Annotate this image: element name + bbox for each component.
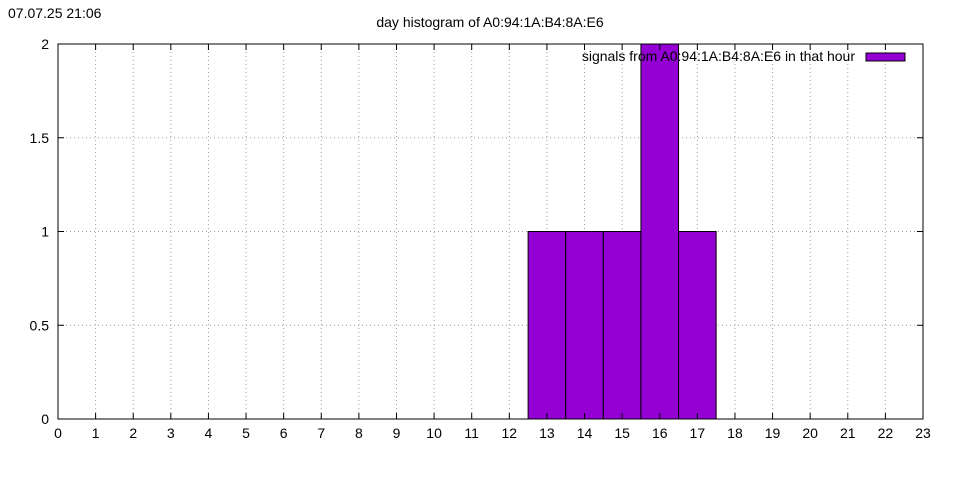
- x-tick-label: 6: [280, 425, 288, 441]
- legend-series-label: signals from A0:94:1A:B4:8A:E6 in that h…: [582, 48, 856, 64]
- legend-swatch: [865, 52, 906, 62]
- bar-hour-17: [678, 231, 717, 420]
- x-tick-label: 20: [802, 425, 818, 441]
- x-tick-label: 16: [652, 425, 668, 441]
- x-tick-label: 9: [393, 425, 401, 441]
- x-tick-label: 0: [54, 425, 62, 441]
- x-tick-label: 1: [92, 425, 100, 441]
- x-tick-label: 10: [426, 425, 442, 441]
- y-tick-label: 2: [41, 36, 49, 52]
- x-tick-label: 12: [502, 425, 518, 441]
- bar-hour-13: [527, 231, 567, 420]
- x-tick-label: 18: [727, 425, 743, 441]
- x-tick-label: 21: [840, 425, 856, 441]
- x-tick-label: 11: [464, 425, 479, 441]
- y-tick-label: 0.5: [30, 317, 50, 333]
- x-tick-label: 3: [167, 425, 175, 441]
- y-axis-tick-labels: 0 0.5 1 1.5 2: [30, 36, 50, 427]
- axis-ticks: [57, 43, 924, 420]
- x-tick-label: 19: [765, 425, 781, 441]
- bar-hour-15: [602, 231, 642, 420]
- x-tick-label: 14: [577, 425, 593, 441]
- x-tick-label: 4: [205, 425, 213, 441]
- chart-title: day histogram of A0:94:1A:B4:8A:E6: [376, 14, 603, 30]
- bars-group: [527, 43, 717, 420]
- timestamp-label: 07.07.25 21:06: [8, 5, 102, 21]
- x-tick-label: 17: [690, 425, 706, 441]
- x-tick-label: 22: [878, 425, 894, 441]
- y-tick-label: 0: [41, 411, 49, 427]
- legend: signals from A0:94:1A:B4:8A:E6 in that h…: [582, 48, 906, 64]
- bar-hour-16: [640, 43, 680, 420]
- x-tick-label: 2: [129, 425, 137, 441]
- x-axis-tick-labels: 0 1 2 3 4 5 6 7 8 9 10 11 12 13 14 15 16 17 18 19 20 21 22 23: [54, 425, 931, 441]
- x-tick-label: 5: [242, 425, 250, 441]
- bar-hour-14: [565, 231, 604, 420]
- x-tick-label: 7: [317, 425, 325, 441]
- x-tick-label: 8: [355, 425, 363, 441]
- y-tick-label: 1: [41, 224, 49, 240]
- x-tick-label: 13: [539, 425, 555, 441]
- x-tick-label: 15: [614, 425, 630, 441]
- x-tick-label: 23: [915, 425, 931, 441]
- y-tick-label: 1.5: [30, 130, 50, 146]
